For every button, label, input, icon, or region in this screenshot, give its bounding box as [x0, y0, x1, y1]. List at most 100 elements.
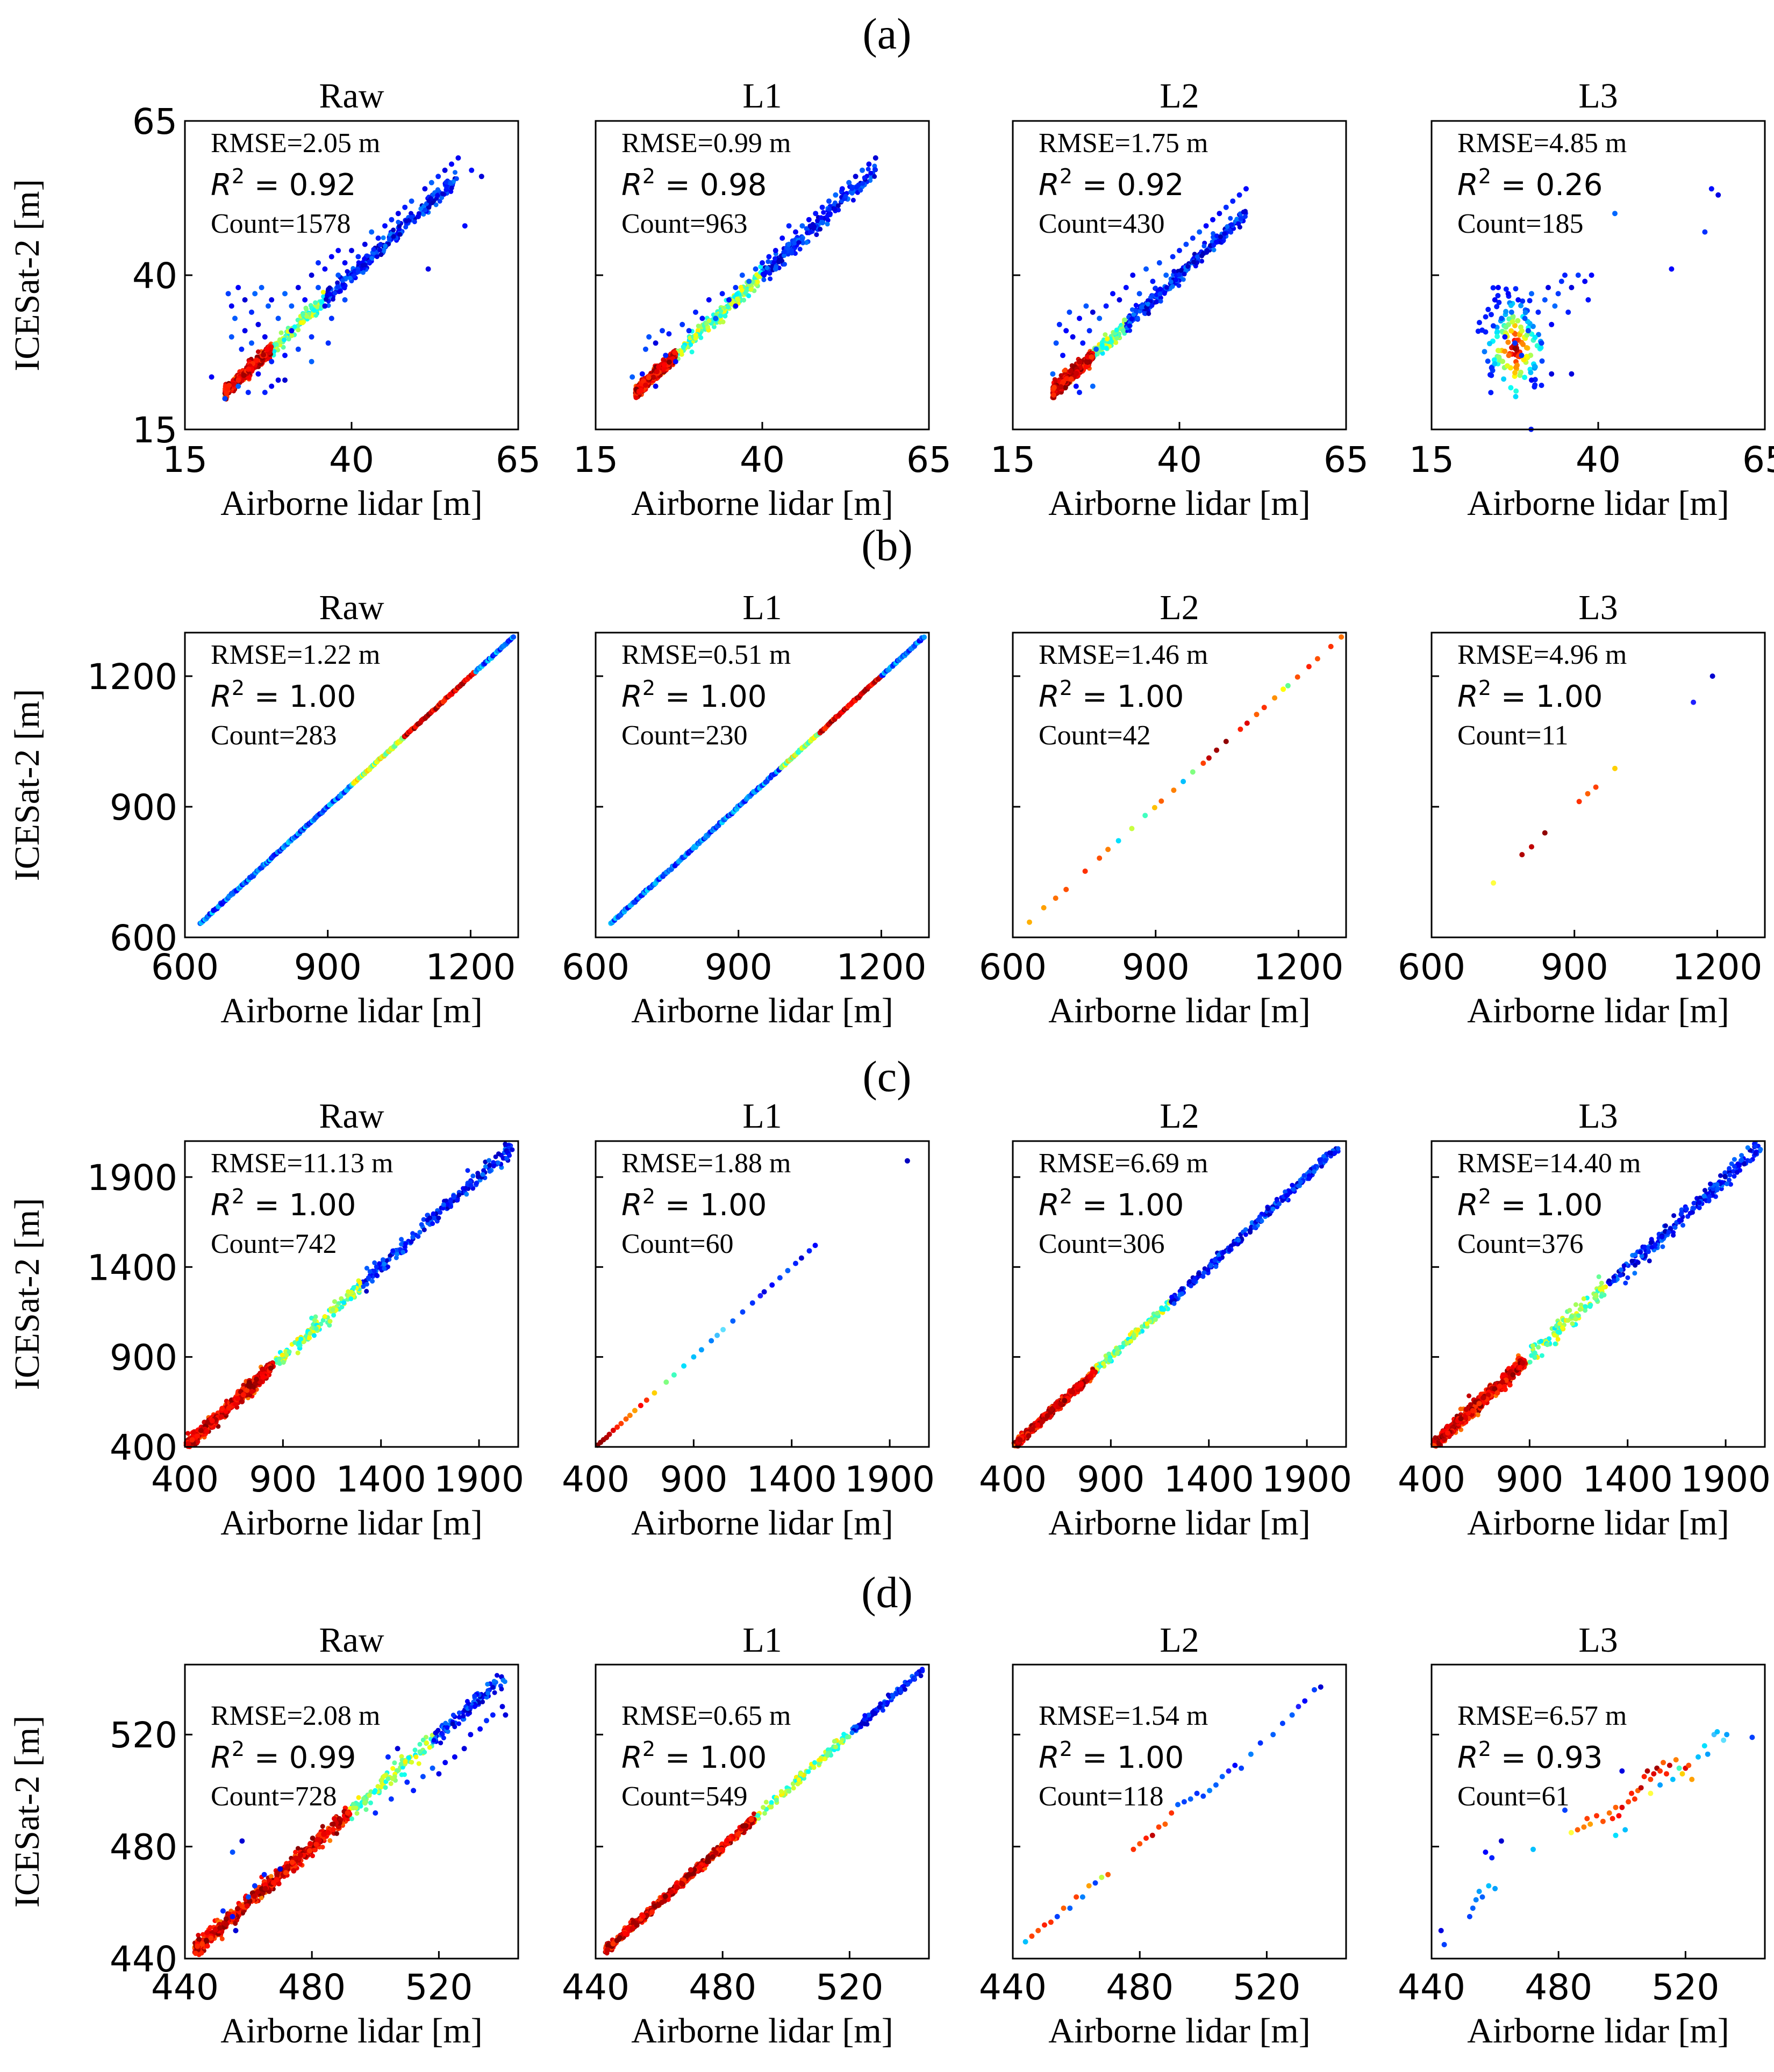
data-point: [281, 1360, 286, 1365]
data-point: [391, 234, 396, 239]
data-point: [433, 202, 439, 207]
subplot-title: Raw: [319, 588, 384, 627]
data-point: [833, 200, 838, 205]
r2-label: R2 = 1.00: [211, 676, 356, 714]
r2-label: R2 = 0.98: [621, 164, 767, 203]
scatter-points: [630, 155, 878, 400]
data-point: [1158, 798, 1164, 804]
r2-label: R2 = 1.00: [621, 1185, 767, 1223]
data-point: [1153, 1317, 1158, 1322]
data-point: [1114, 335, 1120, 341]
data-point: [1214, 747, 1220, 753]
data-point: [792, 251, 798, 256]
data-point: [717, 319, 723, 325]
data-point: [254, 1376, 259, 1382]
data-point: [806, 217, 812, 223]
data-point: [1585, 297, 1591, 303]
data-point: [1085, 354, 1091, 360]
scatter-points: [209, 155, 484, 402]
data-point: [1243, 1232, 1248, 1237]
scatter-points: [608, 634, 927, 926]
data-point: [1496, 299, 1502, 305]
data-point: [409, 211, 413, 216]
data-point: [1489, 365, 1494, 371]
subplot-title: L3: [1578, 588, 1618, 627]
data-point: [1084, 359, 1090, 365]
y-axis-label: ICESat-2 [m]: [8, 1198, 47, 1390]
x-tick-label: 1400: [336, 1459, 426, 1500]
data-point: [431, 1211, 436, 1216]
panel-label: (b): [861, 521, 913, 570]
data-point: [753, 266, 759, 272]
data-point: [1135, 316, 1140, 321]
data-point: [806, 1248, 812, 1254]
data-point: [409, 198, 414, 204]
data-point: [316, 260, 321, 266]
data-point: [1517, 372, 1523, 378]
data-point: [246, 366, 252, 372]
data-point: [714, 312, 719, 317]
data-point: [409, 1239, 414, 1245]
data-point: [1181, 277, 1186, 282]
data-point: [332, 290, 338, 296]
data-point: [1178, 268, 1184, 273]
data-point: [660, 328, 665, 334]
data-point: [1504, 363, 1510, 369]
data-point: [289, 303, 295, 309]
data-point: [448, 181, 453, 186]
data-point: [1227, 1247, 1232, 1253]
data-point: [241, 372, 247, 378]
r2-label: R2 = 1.00: [1039, 676, 1184, 714]
data-point: [1143, 266, 1149, 272]
data-point: [1080, 340, 1086, 346]
data-point: [246, 375, 252, 381]
data-point: [856, 182, 861, 188]
data-point: [1252, 1225, 1257, 1230]
data-point: [1093, 346, 1099, 352]
data-point: [342, 260, 348, 266]
data-point: [422, 186, 428, 192]
data-point: [1322, 1158, 1328, 1163]
data-point: [725, 305, 731, 310]
y-axis-label: ICESat-2 [m]: [8, 179, 47, 371]
panel-2: (c)ICESat-2 [m]Raw4004009009001400140019…: [8, 1052, 1771, 1543]
data-point: [1161, 1307, 1167, 1312]
x-tick-label: 65: [1324, 439, 1369, 481]
data-point: [382, 223, 388, 229]
data-point: [1589, 273, 1594, 278]
data-point: [1136, 291, 1142, 297]
data-point: [436, 1215, 441, 1221]
data-point: [749, 1300, 755, 1306]
subplot-l3: L3154065Airborne lidar [m]RMSE=4.85 mR2 …: [1409, 76, 1774, 523]
data-point: [1123, 285, 1129, 290]
data-point: [1231, 1242, 1236, 1247]
data-point: [327, 291, 333, 297]
data-point: [719, 291, 725, 297]
data-point: [1515, 297, 1521, 303]
data-point: [1158, 298, 1163, 304]
data-point: [204, 1429, 210, 1435]
data-point: [409, 214, 414, 220]
data-point: [1265, 1206, 1270, 1211]
data-point: [356, 260, 361, 265]
data-point: [1522, 310, 1528, 316]
data-point: [292, 324, 297, 329]
data-point: [646, 375, 652, 381]
data-point: [689, 349, 695, 355]
x-axis-label: Airborne lidar [m]: [1467, 484, 1729, 523]
data-point: [449, 185, 454, 191]
data-point: [419, 1222, 424, 1227]
data-point: [1177, 248, 1182, 254]
y-tick-label: 900: [110, 1337, 177, 1379]
x-tick-label: 900: [294, 947, 362, 988]
data-point: [1514, 362, 1520, 368]
data-point: [739, 288, 745, 293]
data-point: [1230, 198, 1236, 204]
data-point: [1128, 1339, 1134, 1344]
data-point: [868, 170, 874, 176]
data-point: [693, 309, 698, 315]
scatter-points: [1027, 634, 1344, 925]
data-point: [1488, 390, 1494, 396]
data-point: [1150, 278, 1156, 284]
